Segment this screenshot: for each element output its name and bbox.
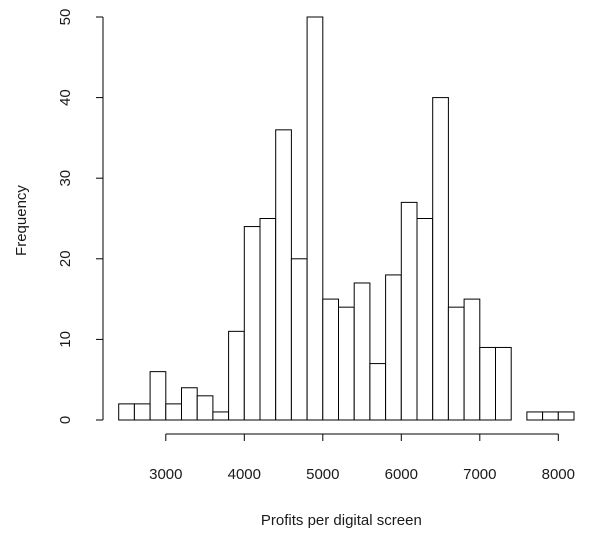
histogram-bar bbox=[149, 371, 167, 421]
histogram-bar bbox=[212, 411, 230, 421]
histogram-bars bbox=[118, 16, 575, 421]
histogram-bar bbox=[353, 282, 371, 421]
histogram-bar bbox=[542, 411, 559, 421]
y-tick-label: 50 bbox=[57, 9, 74, 26]
histogram-bar bbox=[243, 226, 261, 421]
y-tick-label: 10 bbox=[57, 331, 74, 348]
histogram-bar bbox=[400, 201, 418, 421]
x-tick-label: 5000 bbox=[306, 466, 339, 483]
histogram-bar bbox=[495, 346, 512, 421]
histogram-bar bbox=[228, 330, 245, 421]
y-axis-title: Frequency bbox=[13, 185, 30, 256]
y-tick-label: 20 bbox=[57, 250, 74, 267]
histogram-bar bbox=[322, 298, 339, 421]
y-tick-label: 40 bbox=[57, 89, 74, 106]
histogram-bar bbox=[165, 403, 183, 421]
histogram-bar bbox=[385, 274, 402, 421]
y-tick-label: 0 bbox=[57, 416, 74, 424]
x-axis: 3000 4000 5000 6000 7000 8000 bbox=[149, 433, 575, 483]
histogram-bar bbox=[181, 387, 198, 421]
histogram-bar bbox=[479, 346, 496, 421]
histogram-bar bbox=[259, 218, 277, 421]
x-tick-label: 3000 bbox=[149, 466, 182, 483]
histogram-bar bbox=[557, 411, 575, 421]
histogram-bar bbox=[290, 258, 308, 421]
histogram-bar bbox=[133, 403, 151, 421]
y-tick-label: 30 bbox=[57, 170, 74, 187]
histogram-bar bbox=[196, 395, 214, 421]
histogram-bar bbox=[432, 97, 449, 421]
x-axis-title: Profits per digital screen bbox=[261, 512, 422, 529]
histogram-bar bbox=[306, 16, 324, 421]
histogram-bar bbox=[447, 306, 465, 421]
histogram-bar bbox=[369, 363, 387, 421]
x-tick-label: 6000 bbox=[385, 466, 418, 483]
histogram-bar bbox=[526, 411, 544, 421]
histogram-bar bbox=[118, 403, 135, 421]
y-axis: 0 10 20 30 40 50 bbox=[57, 9, 104, 424]
x-tick-label: 4000 bbox=[228, 466, 261, 483]
histogram-bar bbox=[338, 306, 355, 421]
histogram-bar bbox=[416, 218, 434, 421]
x-tick-label: 7000 bbox=[463, 466, 496, 483]
histogram-bar bbox=[275, 129, 292, 421]
histogram-bar bbox=[463, 298, 481, 421]
x-tick-label: 8000 bbox=[542, 466, 575, 483]
